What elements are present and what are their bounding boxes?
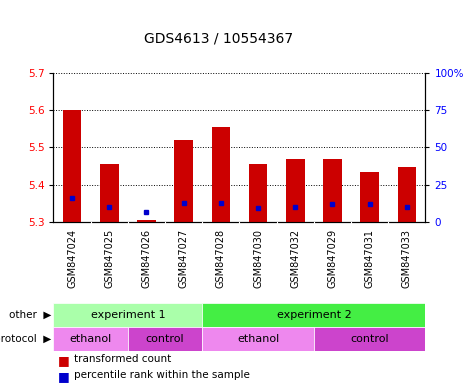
Text: GSM847024: GSM847024	[67, 229, 77, 288]
Text: GSM847028: GSM847028	[216, 229, 226, 288]
Text: other  ▶: other ▶	[9, 310, 51, 320]
Bar	[212, 127, 230, 222]
Bar	[63, 110, 81, 222]
Text: GSM847025: GSM847025	[104, 229, 114, 288]
Bar	[53, 303, 202, 327]
Text: GSM847029: GSM847029	[327, 229, 338, 288]
Text: ethanol: ethanol	[237, 334, 279, 344]
Text: ■: ■	[58, 370, 70, 383]
Text: transformed count: transformed count	[74, 354, 172, 364]
Text: GSM847033: GSM847033	[402, 229, 412, 288]
Text: GDS4613 / 10554367: GDS4613 / 10554367	[144, 32, 293, 46]
Bar	[202, 303, 425, 327]
Bar	[314, 327, 425, 351]
Text: GSM847027: GSM847027	[179, 229, 189, 288]
Text: ■: ■	[58, 354, 70, 367]
Bar	[137, 220, 156, 222]
Text: control: control	[146, 334, 185, 344]
Bar	[100, 164, 119, 222]
Bar	[398, 167, 416, 222]
Text: protocol  ▶: protocol ▶	[0, 334, 51, 344]
Text: percentile rank within the sample: percentile rank within the sample	[74, 370, 250, 380]
Text: GSM847030: GSM847030	[253, 229, 263, 288]
Bar	[128, 327, 202, 351]
Bar	[286, 159, 305, 222]
Text: GSM847032: GSM847032	[290, 229, 300, 288]
Text: experiment 1: experiment 1	[91, 310, 165, 320]
Bar	[53, 327, 128, 351]
Text: experiment 2: experiment 2	[277, 310, 351, 320]
Text: GSM847031: GSM847031	[365, 229, 375, 288]
Bar	[174, 140, 193, 222]
Bar	[202, 327, 314, 351]
Text: ethanol: ethanol	[70, 334, 112, 344]
Bar	[249, 164, 267, 222]
Text: control: control	[350, 334, 389, 344]
Bar	[323, 159, 342, 222]
Text: GSM847026: GSM847026	[141, 229, 152, 288]
Bar	[360, 172, 379, 222]
